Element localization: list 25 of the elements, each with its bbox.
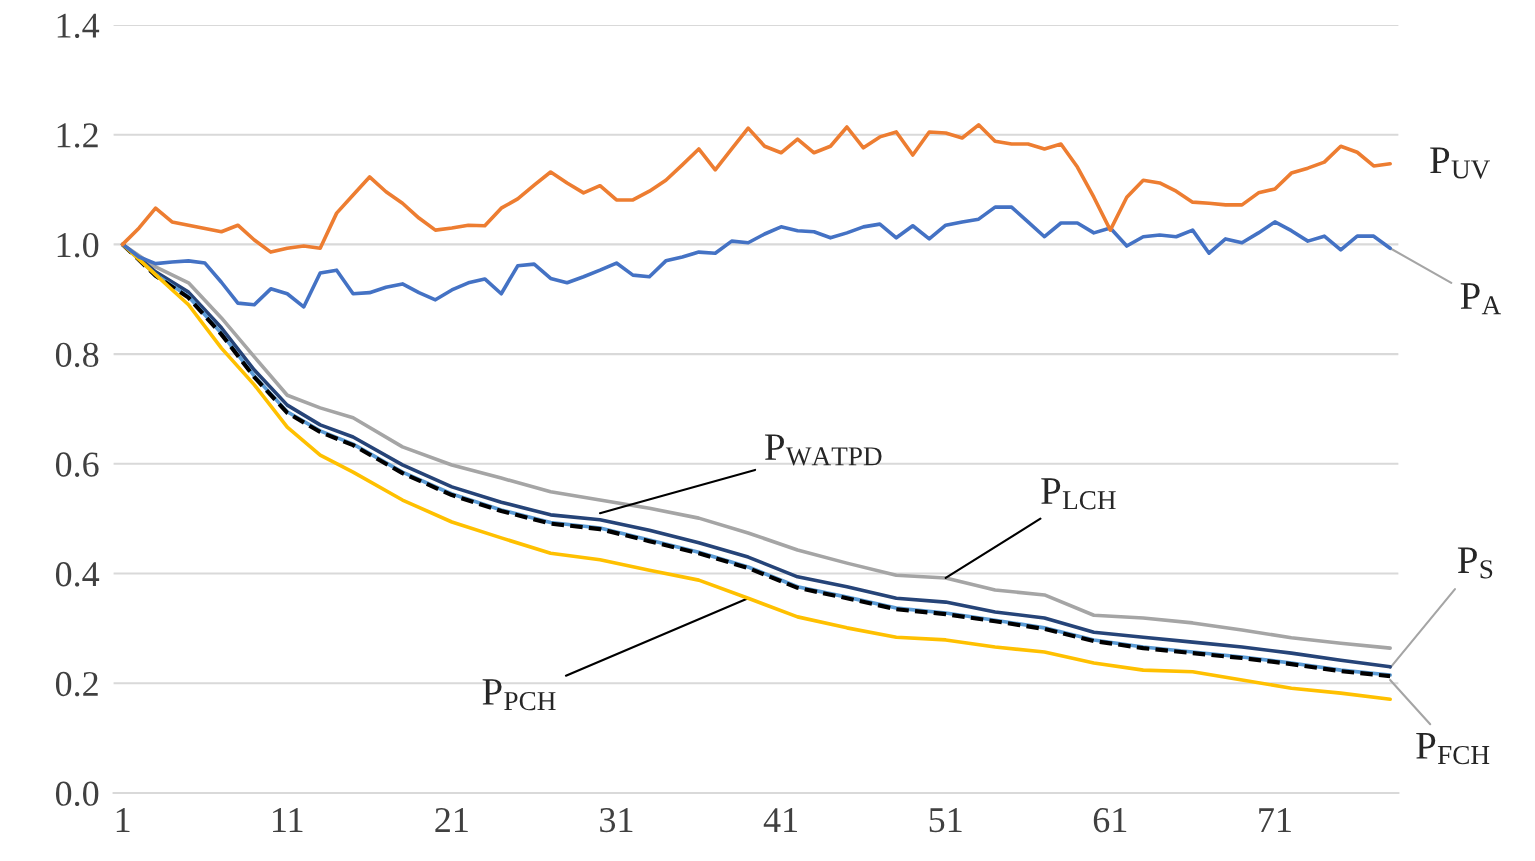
y-tick-label: 1.0 (57, 232, 99, 258)
annotation: P$_{WATPD}$ (765, 434, 882, 466)
x-tick-label: 51 (929, 808, 962, 833)
x-tick-label: 41 (763, 808, 797, 832)
annotation: P$_{UV}$ (1430, 147, 1490, 179)
y-tick-label: 0.2 (55, 671, 98, 697)
x-tick-label: 11 (273, 808, 303, 832)
annotation: P$_{LCH}$ (1041, 478, 1116, 510)
line-series (120, 205, 1392, 309)
y-tick-label: 0.6 (55, 452, 99, 477)
x-tick-label: 31 (600, 808, 633, 833)
y-tick-label: 0.8 (55, 342, 99, 368)
y-tick-label: 0.4 (55, 562, 100, 587)
y-tick-label: 1.2 (57, 123, 98, 148)
y-tick-label: 1.4 (57, 13, 100, 39)
annotation: P$_{FCH}$ (1416, 733, 1490, 765)
annotation: P$_{S}$ (1457, 547, 1493, 579)
y-tick-label: 0.0 (55, 781, 99, 807)
x-tick-label: 61 (1093, 808, 1127, 833)
annotation: P$_{PCH}$ (482, 679, 556, 711)
annotation: P$_{A}$ (1460, 283, 1501, 315)
x-tick-label: 21 (435, 808, 468, 832)
x-tick-label: 71 (1259, 808, 1291, 832)
x-tick-label: 1 (116, 808, 130, 832)
line-series (120, 123, 1392, 254)
